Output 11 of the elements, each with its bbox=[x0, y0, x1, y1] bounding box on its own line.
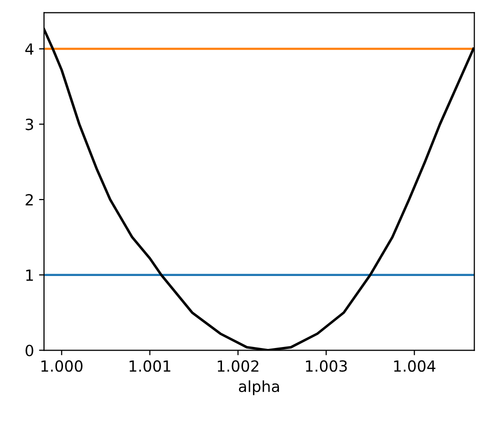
x-tick-label: 1.001 bbox=[130, 360, 170, 372]
x-tick-label: 1.004 bbox=[394, 360, 436, 372]
y-tick-label: 3 bbox=[26, 118, 34, 130]
y-tick-label: 0 bbox=[26, 344, 34, 356]
x-tick-label: 1.003 bbox=[306, 360, 347, 372]
x-tick-label: 1.000 bbox=[41, 360, 82, 372]
x-axis-title: alpha bbox=[238, 380, 279, 396]
y-tick-label: 4 bbox=[25, 43, 34, 55]
x-tick-label: 1.002 bbox=[218, 360, 258, 372]
y-tick-label: 1 bbox=[26, 270, 33, 281]
y-tick-label: 2 bbox=[26, 194, 33, 206]
